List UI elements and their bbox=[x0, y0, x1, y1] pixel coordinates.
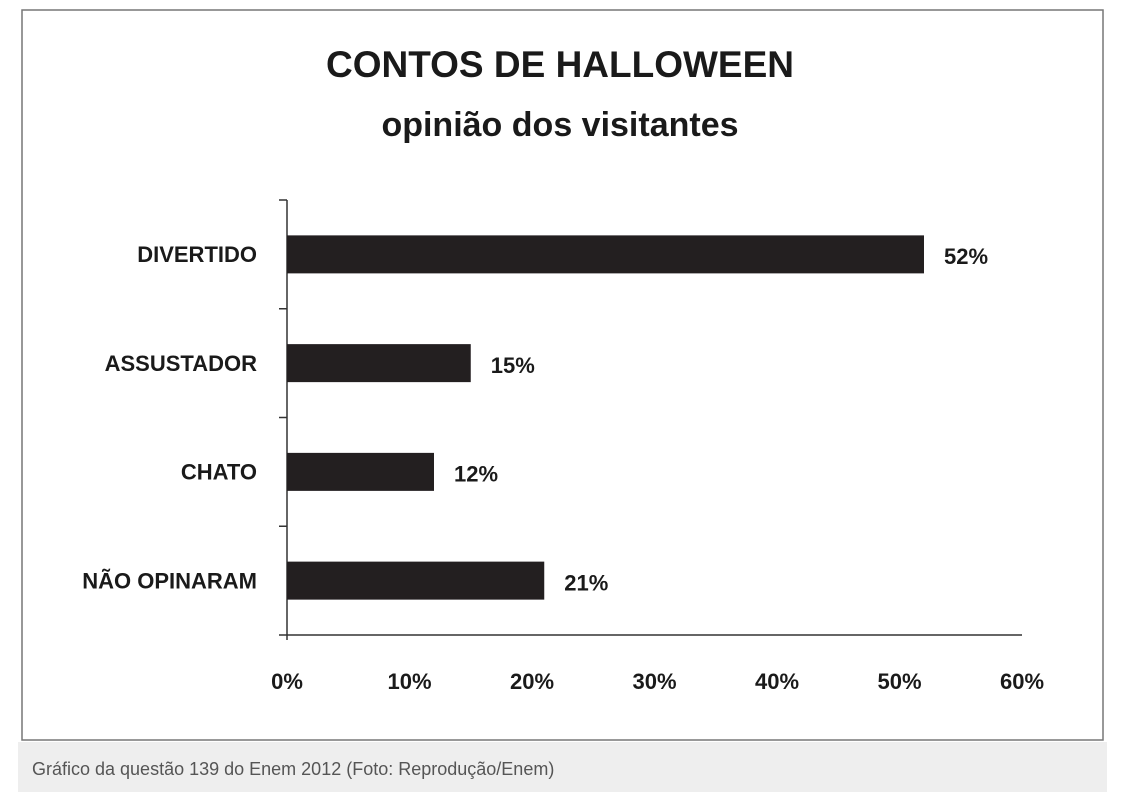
y-tick-label: DIVERTIDO bbox=[137, 242, 257, 267]
x-tick-label: 60% bbox=[1000, 669, 1044, 694]
bar bbox=[287, 561, 545, 600]
value-label: 52% bbox=[944, 244, 988, 269]
value-label: 21% bbox=[564, 570, 608, 595]
x-tick-label: 30% bbox=[632, 669, 676, 694]
chart-frame bbox=[21, 9, 1104, 741]
bar bbox=[287, 235, 924, 274]
caption: Gráfico da questão 139 do Enem 2012 (Fot… bbox=[32, 759, 554, 779]
x-tick-label: 20% bbox=[510, 669, 554, 694]
bar bbox=[287, 344, 471, 383]
x-tick-label: 50% bbox=[877, 669, 921, 694]
x-tick-label: 40% bbox=[755, 669, 799, 694]
chart-title: CONTOS DE HALLOWEEN bbox=[326, 44, 794, 85]
y-tick-label: NÃO OPINARAM bbox=[82, 568, 257, 593]
y-tick-label: CHATO bbox=[181, 460, 257, 485]
value-label: 15% bbox=[491, 353, 535, 378]
y-tick-label: ASSUSTADOR bbox=[105, 351, 257, 376]
bar bbox=[287, 452, 434, 491]
x-tick-label: 0% bbox=[271, 669, 303, 694]
x-tick-label: 10% bbox=[387, 669, 431, 694]
chart-subtitle: opinião dos visitantes bbox=[381, 106, 738, 144]
caption-band bbox=[18, 742, 1107, 792]
value-label: 12% bbox=[454, 462, 498, 487]
